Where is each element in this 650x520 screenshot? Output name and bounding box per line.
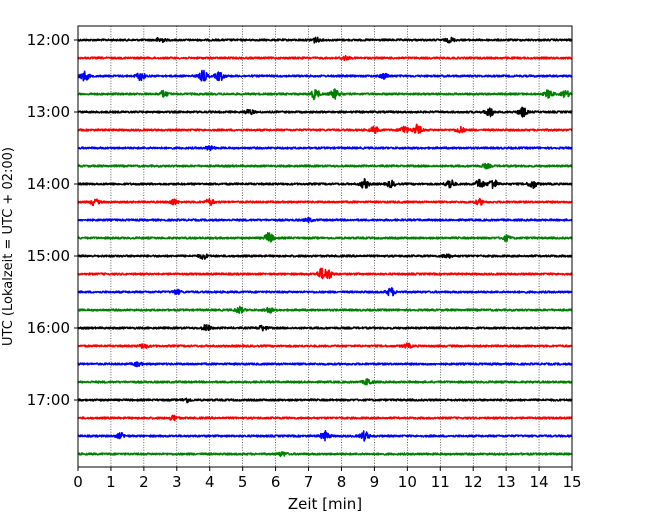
x-tick-label: 15 xyxy=(562,473,581,491)
seismogram-trace-1315 xyxy=(77,123,573,135)
seismogram-trace-1445 xyxy=(77,232,573,243)
seismogram-trace-1645 xyxy=(77,378,573,386)
x-tick-label: 4 xyxy=(205,473,215,491)
x-tick-label: 3 xyxy=(172,473,182,491)
y-tick-label: 13:00 xyxy=(27,103,70,121)
x-tick-label: 14 xyxy=(530,473,549,491)
seismogram-trace-1700 xyxy=(77,397,573,404)
seismogram-trace-1600 xyxy=(77,324,573,332)
seismogram-trace-1345 xyxy=(77,162,573,170)
seismogram-trace-1300 xyxy=(77,106,573,118)
seismogram-trace-1615 xyxy=(77,342,573,350)
x-tick-label: 9 xyxy=(370,473,380,491)
seismogram-trace-1745 xyxy=(77,451,573,458)
x-axis-ticks: 0 1 2 3 4 5 6 7 8 9 10 11 12 13 14 15 xyxy=(73,467,582,491)
x-tick-label: 8 xyxy=(337,473,347,491)
seismogram-trace-1415 xyxy=(77,197,573,207)
x-tick-label: 7 xyxy=(304,473,314,491)
y-tick-label: 17:00 xyxy=(27,391,70,409)
y-axis-label: UTC (Lokalzeit = UTC + 02:00) xyxy=(1,147,16,346)
seismogram-trace-1545 xyxy=(77,305,573,314)
x-tick-label: 2 xyxy=(139,473,149,491)
seismogram-trace-1530 xyxy=(77,287,573,297)
seismogram-trace-1200 xyxy=(77,36,573,44)
seismogram-trace-1215 xyxy=(77,54,573,62)
seismogram-trace-1430 xyxy=(77,216,573,224)
seismogram-trace-1730 xyxy=(77,429,573,442)
x-axis-label: Zeit [min] xyxy=(288,495,362,513)
y-axis-ticks: 12:00 13:00 14:00 15:00 16:00 17:00 xyxy=(27,31,78,409)
x-tick-label: 10 xyxy=(398,473,417,491)
x-tick-label: 13 xyxy=(497,473,516,491)
y-tick-label: 15:00 xyxy=(27,247,70,265)
seismogram-trace-1515 xyxy=(77,267,573,280)
seismogram-trace-1630 xyxy=(77,361,573,368)
y-tick-label: 12:00 xyxy=(27,31,70,49)
y-tick-label: 14:00 xyxy=(27,175,70,193)
x-tick-label: 0 xyxy=(73,473,83,491)
y-tick-label: 16:00 xyxy=(27,319,70,337)
x-tick-label: 6 xyxy=(271,473,281,491)
seismogram-trace-1330 xyxy=(77,145,573,152)
plot-frame xyxy=(77,25,573,468)
x-tick-label: 5 xyxy=(238,473,248,491)
seismogram-trace-1715 xyxy=(77,414,573,422)
seismogram-trace-1500 xyxy=(77,253,573,260)
seismogram-trace-1245 xyxy=(77,88,573,101)
seismogram-traces xyxy=(77,36,573,458)
x-tick-label: 11 xyxy=(431,473,450,491)
seismogram-trace-1400 xyxy=(77,178,573,190)
seismogram-trace-1230 xyxy=(77,69,573,82)
x-tick-label: 12 xyxy=(464,473,483,491)
x-tick-label: 1 xyxy=(106,473,116,491)
